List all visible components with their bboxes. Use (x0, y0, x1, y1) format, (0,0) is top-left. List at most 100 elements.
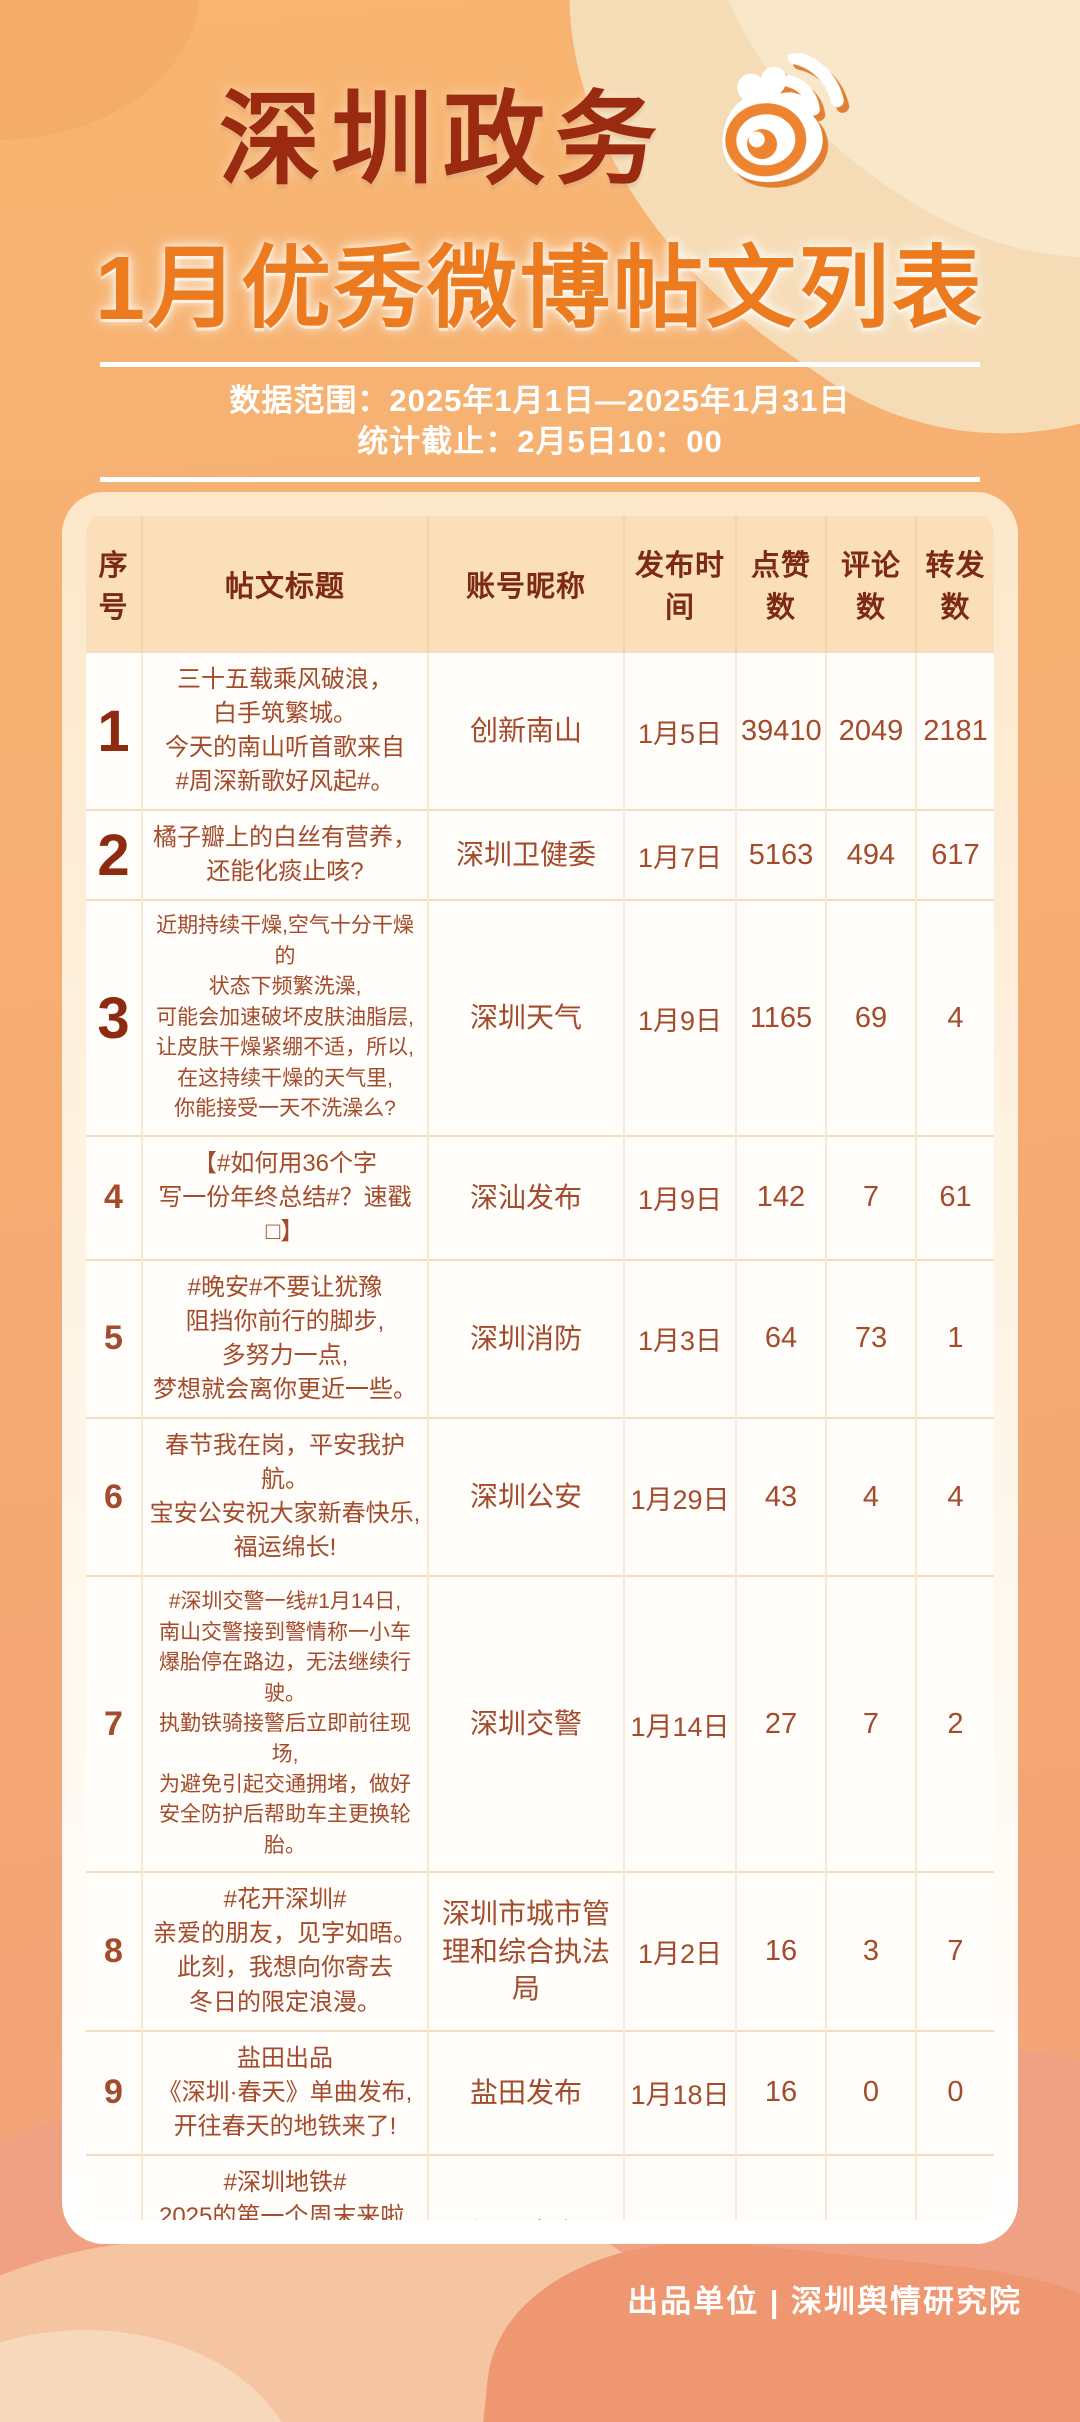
account-cell: 深圳交警 (428, 1575, 625, 1873)
column-header-5: 点赞数 (736, 516, 827, 652)
likes-cell: 39410 (736, 650, 827, 811)
post-title-cell: 近期持续干燥,空气十分干燥的 状态下频繁洗澡, 可能会加速破坏皮肤油脂层, 让皮… (142, 899, 429, 1136)
reposts-cell: 617 (916, 809, 994, 901)
table-row: 8 #花开深圳# 亲爱的朋友，见字如晤。 此刻，我想向你寄去 冬日的限定浪漫。 … (86, 1871, 994, 2031)
likes-cell: 16 (736, 2029, 827, 2155)
account-cell: 盐田发布 (428, 2029, 625, 2155)
reposts-cell: 12 (916, 2153, 994, 2220)
account-cell: 深圳市城市管理和综合执法局 (428, 1871, 625, 2031)
likes-cell: 16 (736, 1871, 827, 2031)
rank-cell: 2 (86, 809, 143, 901)
account-cell: 深圳天气 (428, 899, 625, 1136)
rank-cell: 4 (86, 1134, 143, 1260)
column-header-2: 帖文标题 (142, 516, 429, 652)
table-row: 1 三十五载乘风破浪， 白手筑繁城。 今天的南山听首歌来自 #周深新歌好风起#。… (86, 650, 994, 811)
comments-cell: 7 (826, 1575, 917, 1873)
account-cell: 深圳卫健委 (428, 809, 625, 901)
comments-cell: 69 (826, 899, 917, 1136)
reposts-cell: 1 (916, 1258, 994, 1419)
account-cell: 福田发布 (428, 2153, 625, 2220)
table-wrap: 序号 帖文标题 账号昵称 发布时间 点赞数 评论数 转发数 1 三十五载乘风破浪， 白手筑繁… (86, 516, 994, 2220)
page-subtitle: 1月优秀微博帖文列表 (94, 239, 986, 339)
data-range-text: 数据范围：2025年1月1日—2025年1月31日 (229, 383, 851, 418)
comments-cell: 7 (826, 1134, 917, 1260)
reposts-cell: 0 (916, 2029, 994, 2155)
comments-cell: 3 (826, 1871, 917, 2031)
rank-cell: 3 (86, 899, 143, 1136)
publish-date-cell: 1月2日 (624, 1871, 737, 2031)
column-header-7: 转发数 (916, 516, 994, 652)
account-cell: 深圳消防 (428, 1258, 625, 1419)
reposts-cell: 4 (916, 1417, 994, 1577)
comments-cell: 494 (826, 809, 917, 901)
publish-date-cell: 1月18日 (624, 2029, 737, 2155)
table-body: 1 三十五载乘风破浪， 白手筑繁城。 今天的南山听首歌来自 #周深新歌好风起#。… (86, 650, 994, 2220)
likes-cell: 1165 (736, 899, 827, 1136)
likes-cell: 5163 (736, 809, 827, 901)
table-row: 2 橘子瓣上的白丝有营养， 还能化痰止咳? 深圳卫健委 1月7日 5163 49… (86, 809, 994, 901)
likes-cell: 142 (736, 1134, 827, 1260)
publish-date-cell: 1月5日 (624, 650, 737, 811)
reposts-cell: 61 (916, 1134, 994, 1260)
rank-cell: 10 (86, 2153, 143, 2220)
column-header-4: 发布时间 (624, 516, 737, 652)
column-header-6: 评论数 (826, 516, 917, 652)
table-row: 4 【#如何用36个字 写一份年终总结#？速戳□】 深汕发布 1月9日 142 … (86, 1134, 994, 1260)
table-row: 10 #深圳地铁# 2025的第一个周末来啦, 宝们今天都是怎么过的呢? 福田发… (86, 2153, 994, 2220)
rank-cell: 9 (86, 2029, 143, 2155)
rank-cell: 6 (86, 1417, 143, 1577)
table-row: 5 #晚安#不要让犹豫 阻挡你前行的脚步, 多努力一点, 梦想就会离你更近一些。… (86, 1258, 994, 1419)
reposts-cell: 7 (916, 1871, 994, 2031)
publish-date-cell: 1月9日 (624, 899, 737, 1136)
date-range-banner: 数据范围：2025年1月1日—2025年1月31日 统计截止：2月5日10：00 (100, 362, 980, 482)
comments-cell: 2049 (826, 650, 917, 811)
comments-cell: 4 (826, 1417, 917, 1577)
table-row: 7 #深圳交警一线#1月14日, 南山交警接到警情称一小车 爆胎停在路边，无法继… (86, 1575, 994, 1873)
table-row: 3 近期持续干燥,空气十分干燥的 状态下频繁洗澡, 可能会加速破坏皮肤油脂层, … (86, 899, 994, 1136)
footer-credit: 出品单位 | 深圳舆情研究院 (627, 2284, 1022, 2319)
table-row: 9 盐田出品 《深圳·春天》单曲发布, 开往春天的地铁来了! 盐田发布 1月18… (86, 2029, 994, 2155)
publish-date-cell: 1月9日 (624, 1134, 737, 1260)
rank-cell: 1 (86, 650, 143, 811)
table-header-row: 序号 帖文标题 账号昵称 发布时间 点赞数 评论数 转发数 (86, 516, 994, 652)
rank-cell: 8 (86, 1871, 143, 2031)
likes-cell: 27 (736, 1575, 827, 1873)
post-title-cell: #花开深圳# 亲爱的朋友，见字如晤。 此刻，我想向你寄去 冬日的限定浪漫。 (142, 1871, 429, 2031)
page-title: 深圳政务 (219, 83, 667, 197)
title-row: 深圳政务 (0, 50, 1080, 205)
table-row: 6 春节我在岗，平安我护航。 宝安公安祝大家新春快乐, 福运绵长! 深圳公安 1… (86, 1417, 994, 1577)
comments-cell: 73 (826, 1258, 917, 1419)
publish-date-cell: 1月14日 (624, 1575, 737, 1873)
table-head: 序号 帖文标题 账号昵称 发布时间 点赞数 评论数 转发数 (86, 516, 994, 652)
table-card: 序号 帖文标题 账号昵称 发布时间 点赞数 评论数 转发数 1 三十五载乘风破浪， 白手筑繁… (62, 492, 1018, 2244)
post-title-cell: #深圳交警一线#1月14日, 南山交警接到警情称一小车 爆胎停在路边，无法继续行… (142, 1575, 429, 1873)
publish-date-cell: 1月29日 (624, 1417, 737, 1577)
likes-cell: 43 (736, 1417, 827, 1577)
publish-date-cell: 1月7日 (624, 809, 737, 901)
comments-cell: 0 (826, 2153, 917, 2220)
post-title-cell: 橘子瓣上的白丝有营养， 还能化痰止咳? (142, 809, 429, 901)
stats-cutoff-text: 统计截止：2月5日10：00 (357, 424, 723, 459)
reposts-cell: 2 (916, 1575, 994, 1873)
publish-date-cell: 1月3日 (624, 1258, 737, 1419)
post-title-cell: #晚安#不要让犹豫 阻挡你前行的脚步, 多努力一点, 梦想就会离你更近一些。 (142, 1258, 429, 1419)
account-cell: 深圳公安 (428, 1417, 625, 1577)
column-header-3: 账号昵称 (428, 516, 625, 652)
account-cell: 创新南山 (428, 650, 625, 811)
post-title-cell: #深圳地铁# 2025的第一个周末来啦, 宝们今天都是怎么过的呢? (142, 2153, 429, 2220)
post-title-cell: 三十五载乘风破浪， 白手筑繁城。 今天的南山听首歌来自 #周深新歌好风起#。 (142, 650, 429, 811)
likes-cell: 15 (736, 2153, 827, 2220)
column-header-1: 序号 (86, 516, 143, 652)
header: 深圳政务 1月优秀微博帖文列表 (0, 50, 1080, 345)
rank-cell: 7 (86, 1575, 143, 1873)
post-title-cell: 【#如何用36个字 写一份年终总结#？速戳□】 (142, 1134, 429, 1260)
rank-cell: 5 (86, 1258, 143, 1419)
posts-table: 序号 帖文标题 账号昵称 发布时间 点赞数 评论数 转发数 1 三十五载乘风破浪， 白手筑繁… (86, 516, 994, 2220)
post-title-cell: 盐田出品 《深圳·春天》单曲发布, 开往春天的地铁来了! (142, 2029, 429, 2155)
likes-cell: 64 (736, 1258, 827, 1419)
reposts-cell: 4 (916, 899, 994, 1136)
post-title-cell: 春节我在岗，平安我护航。 宝安公安祝大家新春快乐, 福运绵长! (142, 1417, 429, 1577)
account-cell: 深汕发布 (428, 1134, 625, 1260)
reposts-cell: 2181 (916, 650, 994, 811)
